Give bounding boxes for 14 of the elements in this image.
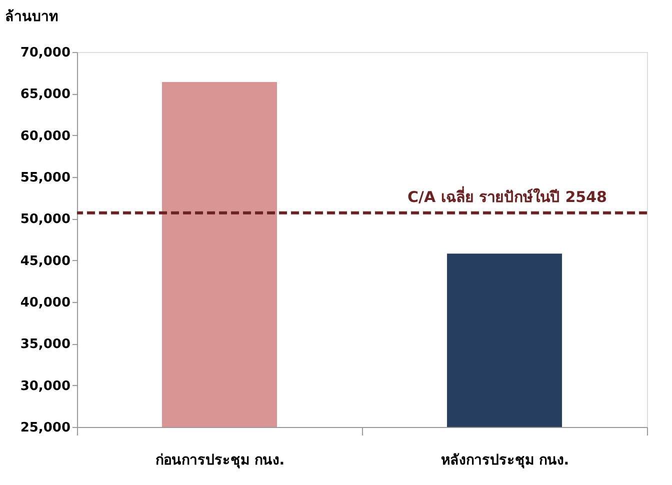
x-tick-label: ก่อนการประชุม กนง.	[155, 452, 285, 468]
ref-line-label: C/A เฉลี่ย รายปักษ์ในปี 2548	[407, 186, 607, 206]
x-tick-label: หลังการประชุม กนง.	[440, 452, 570, 468]
y-tick-label: 70,000	[20, 46, 70, 60]
y-tick-label: 35,000	[20, 337, 70, 352]
y-tick-label: 45,000	[20, 254, 70, 269]
y-tick-label: 25,000	[20, 420, 70, 436]
y-tick-label: 30,000	[20, 378, 70, 394]
y-tick-label: 60,000	[20, 128, 70, 144]
y-tick-label: 50,000	[20, 212, 70, 228]
y-axis-title: ล้านบาท	[5, 9, 58, 25]
y-tick-label: 55,000	[20, 170, 70, 186]
y-tick-label: 65,000	[20, 87, 70, 102]
y-tick-label: 40,000	[20, 296, 70, 310]
